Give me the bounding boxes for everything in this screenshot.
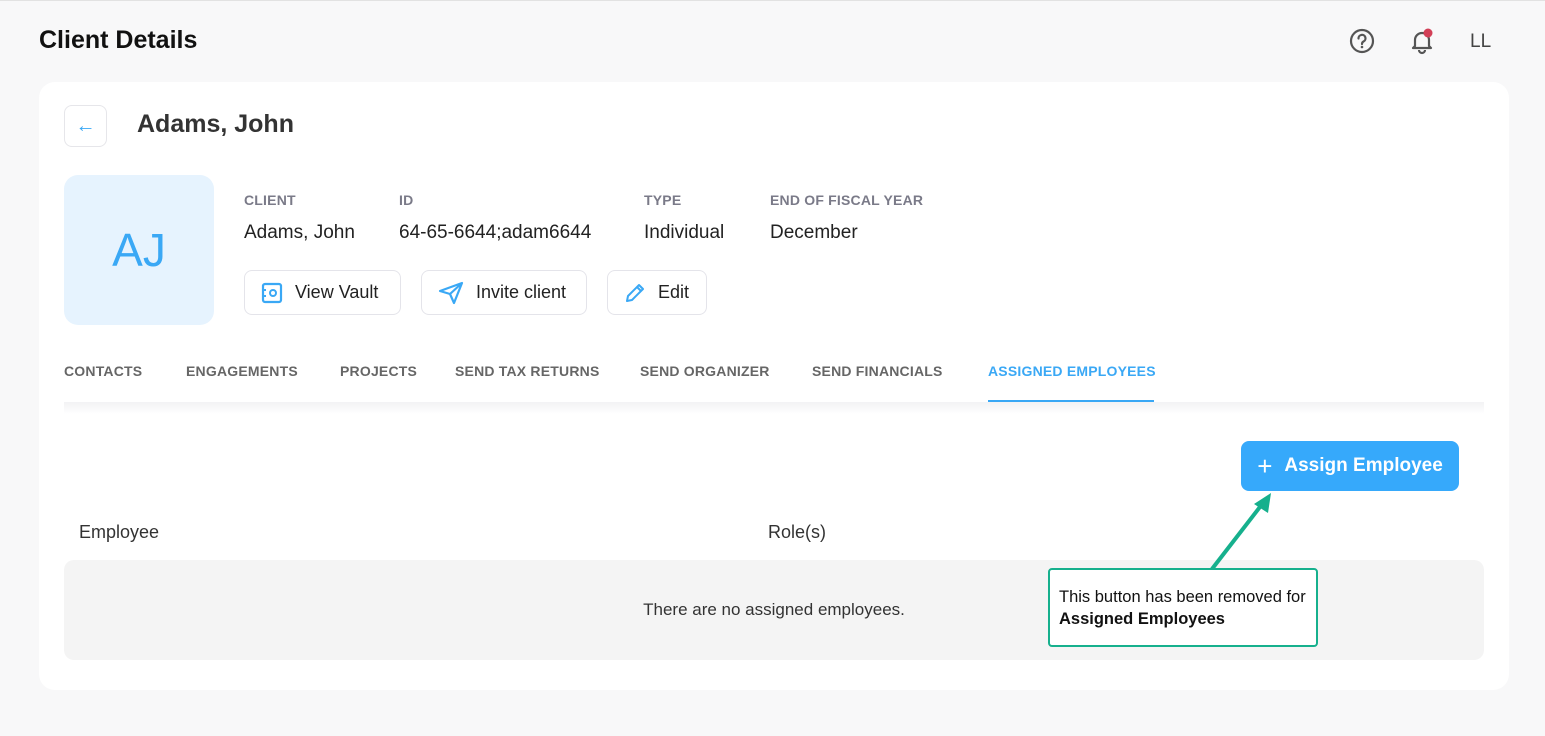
- field-value: December: [770, 222, 858, 243]
- field-client: CLIENT Adams, John: [244, 192, 355, 244]
- field-label: ID: [399, 192, 414, 208]
- assign-employee-button[interactable]: + Assign Employee: [1241, 441, 1459, 491]
- arrow-left-icon: ←: [75, 114, 96, 137]
- empty-message: There are no assigned employees.: [643, 600, 905, 619]
- field-value: Adams, John: [244, 222, 355, 243]
- tab-contacts[interactable]: CONTACTS: [64, 363, 143, 379]
- field-id: ID 64-65-6644;adam6644: [399, 192, 591, 244]
- tab-assigned-employees[interactable]: ASSIGNED EMPLOYEES: [988, 363, 1156, 379]
- button-label: Invite client: [476, 282, 567, 302]
- vault-icon: [261, 282, 283, 303]
- column-header-employee: Employee: [79, 522, 160, 542]
- field-label: TYPE: [644, 192, 682, 208]
- active-tab-indicator: [988, 400, 1154, 402]
- invite-client-button[interactable]: Invite client: [421, 270, 587, 315]
- tab-projects[interactable]: PROJECTS: [340, 363, 418, 379]
- plus-icon: +: [1257, 450, 1273, 481]
- send-icon: [438, 281, 464, 304]
- client-name-heading: Adams, John: [137, 110, 294, 138]
- button-label: Assign Employee: [1284, 455, 1443, 476]
- client-card: ← Adams, John AJ CLIENT Adams, John ID 64-…: [39, 82, 1509, 690]
- annotation-text: This button has been removed for: [1059, 588, 1306, 606]
- user-avatar[interactable]: LL: [1470, 31, 1492, 52]
- view-vault-button[interactable]: View Vault: [244, 270, 401, 315]
- field-value: Individual: [644, 222, 725, 243]
- button-label: View Vault: [295, 282, 379, 302]
- edit-button[interactable]: Edit: [607, 270, 707, 315]
- page-title: Client Details: [39, 26, 198, 54]
- tab-send-organizer[interactable]: SEND ORGANIZER: [640, 363, 770, 379]
- annotation-bold: Assigned Employees: [1059, 610, 1225, 628]
- help-circle-icon[interactable]: [1348, 27, 1376, 55]
- tab-send-financials[interactable]: SEND FINANCIALS: [812, 363, 943, 379]
- client-avatar: AJ: [64, 175, 214, 325]
- back-button[interactable]: ←: [64, 105, 107, 147]
- button-label: Edit: [658, 282, 690, 302]
- field-label: END OF FISCAL YEAR: [770, 192, 924, 208]
- pencil-icon: [626, 283, 644, 302]
- field-fiscal-year: END OF FISCAL YEAR December: [770, 192, 923, 244]
- annotation-callout: This button has been removed for Assigne…: [1048, 568, 1318, 647]
- tab-divider: [64, 402, 1484, 414]
- field-type: TYPE Individual: [644, 192, 724, 244]
- field-label: CLIENT: [244, 192, 296, 208]
- column-header-roles: Role(s): [768, 522, 827, 542]
- tab-send-tax-returns[interactable]: SEND TAX RETURNS: [455, 363, 600, 379]
- bell-icon[interactable]: [1408, 27, 1436, 55]
- annotation-arrow: [1210, 493, 1271, 571]
- field-value: 64-65-6644;adam6644: [399, 222, 592, 243]
- tab-engagements[interactable]: ENGAGEMENTS: [186, 363, 298, 379]
